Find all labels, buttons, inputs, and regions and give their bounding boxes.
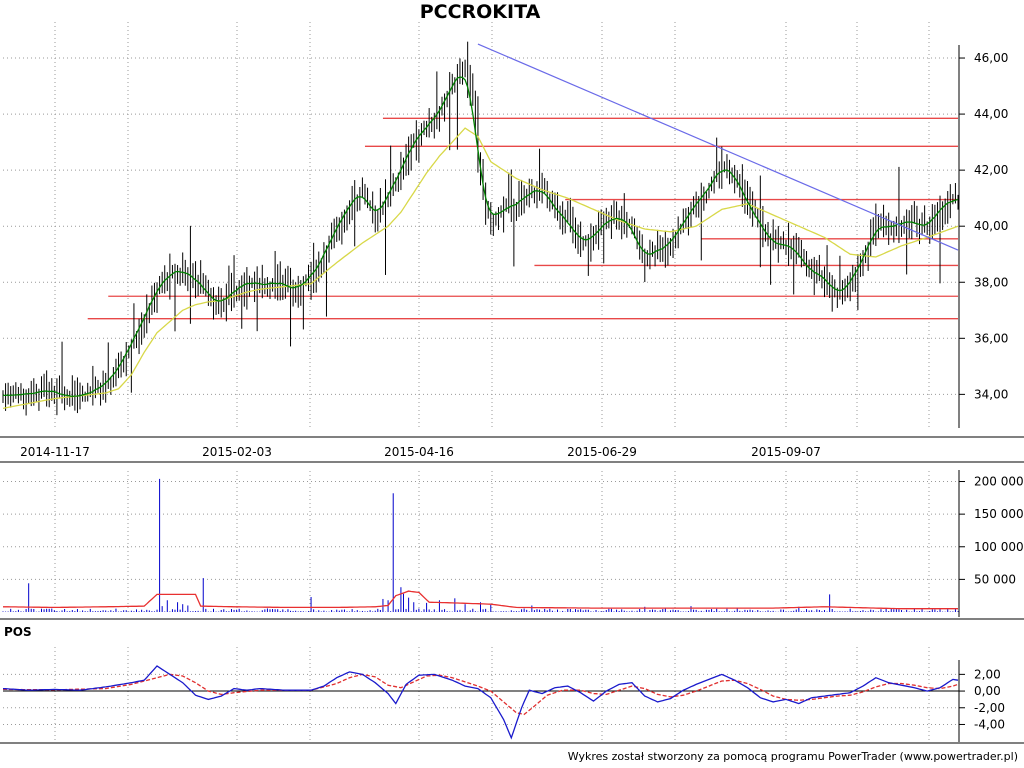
y-tick-label: 0,00: [974, 684, 1001, 698]
price-panel: 34,00 36,00 38,00 40,00 42,00 44,00 46,00 2014-…: [2, 22, 1008, 459]
pos-signal-line: [3, 673, 959, 716]
x-tick-label: 2015-02-03: [202, 445, 272, 459]
x-tick-label: 2014-11-17: [20, 445, 90, 459]
y-tick-label: 40,00: [974, 219, 1008, 233]
volume-bars: [2, 478, 959, 612]
sma-short-line: [2, 76, 959, 398]
y-tick-label: 38,00: [974, 275, 1008, 289]
x-tick-label: 2015-09-07: [751, 445, 821, 459]
y-tick-label: 34,00: [974, 387, 1008, 401]
y-tick-label: 200 000: [974, 475, 1024, 489]
price-bars: [2, 41, 959, 416]
y-tick-label: 42,00: [974, 163, 1008, 177]
y-tick-label: -4,00: [974, 717, 1005, 731]
y-tick-label: 46,00: [974, 51, 1008, 65]
y-tick-label: 2,00: [974, 667, 1001, 681]
y-tick-label: 100 000: [974, 540, 1024, 554]
y-tick-label: 44,00: [974, 107, 1008, 121]
trendline: [477, 43, 959, 251]
y-tick-label: 36,00: [974, 331, 1008, 345]
pos-panel: POS 2,00 0,00 -2,00 -4,00: [2, 625, 1005, 742]
volume-ma-line: [3, 590, 958, 610]
sma-long-line: [2, 127, 959, 410]
volume-panel: 50 000 100 000 150 000 200 000: [2, 471, 1024, 612]
y-tick-label: -2,00: [974, 701, 1005, 715]
y-tick-label: 150 000: [974, 507, 1024, 521]
pos-line: [2, 665, 959, 740]
chart-title: PCCROKITA: [419, 1, 541, 23]
x-tick-label: 2015-04-16: [384, 445, 454, 459]
x-tick-label: 2015-06-29: [567, 445, 637, 459]
pos-panel-label: POS: [4, 625, 32, 639]
axes-frame: [0, 45, 1024, 744]
y-tick-label: 50 000: [974, 572, 1016, 586]
footer-credit: Wykres został stworzony za pomocą progra…: [567, 750, 1018, 763]
